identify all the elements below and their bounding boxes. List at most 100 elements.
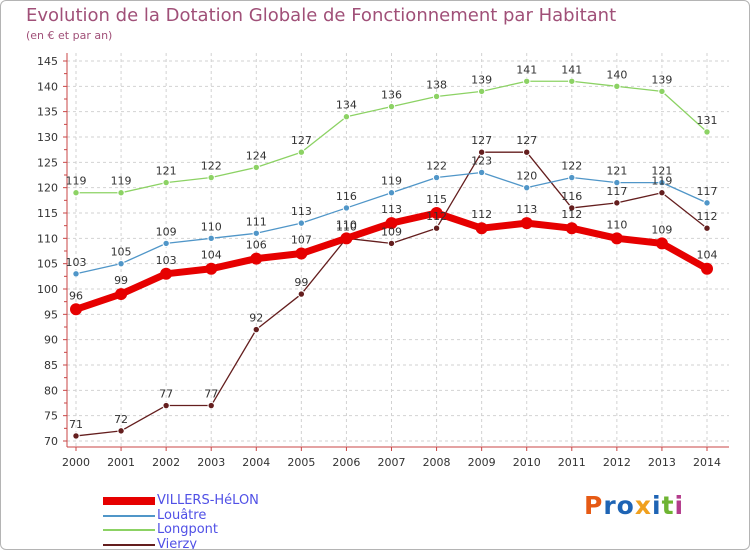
data-label-longpont: 124 — [246, 149, 267, 162]
data-point-villers-h-lon — [250, 252, 263, 265]
data-label-vierzy: 109 — [381, 225, 402, 238]
data-label-vierzy: 127 — [471, 134, 492, 147]
data-label-villers-h-lon: 112 — [561, 208, 582, 221]
data-label-lou-tre: 121 — [651, 165, 672, 178]
data-point-villers-h-lon — [160, 267, 173, 280]
data-label-vierzy: 77 — [159, 388, 173, 401]
data-point-vierzy — [568, 204, 576, 212]
data-label-longpont: 141 — [561, 63, 582, 76]
data-point-vierzy — [613, 199, 621, 207]
data-label-villers-h-lon: 109 — [651, 223, 672, 236]
data-label-vierzy: 110 — [336, 220, 357, 233]
x-tick-label: 2013 — [648, 456, 676, 469]
x-tick-label: 2002 — [152, 456, 180, 469]
data-point-longpont — [613, 82, 621, 91]
y-tick-label: 105 — [37, 258, 58, 271]
x-tick-label: 2008 — [423, 456, 451, 469]
data-point-villers-h-lon — [70, 303, 82, 316]
x-tick-label: 2003 — [197, 456, 225, 469]
data-label-villers-h-lon: 106 — [246, 239, 267, 252]
data-point-longpont — [568, 77, 576, 85]
data-label-vierzy: 99 — [294, 276, 308, 289]
y-tick-label: 110 — [37, 232, 58, 245]
data-label-longpont: 119 — [111, 175, 132, 188]
x-tick-label: 2004 — [242, 456, 270, 469]
data-point-villers-h-lon — [430, 207, 443, 219]
x-tick-label: 2011 — [558, 456, 586, 469]
data-point-lou-tre — [252, 229, 260, 237]
data-label-villers-h-lon: 99 — [114, 274, 128, 287]
data-label-vierzy: 119 — [651, 175, 672, 188]
data-label-lou-tre: 122 — [561, 160, 582, 173]
data-label-villers-h-lon: 113 — [516, 203, 537, 216]
data-point-villers-h-lon — [340, 232, 353, 245]
data-label-longpont: 121 — [156, 165, 177, 178]
data-point-longpont — [207, 173, 215, 182]
data-label-vierzy: 71 — [69, 418, 83, 431]
legend-swatch — [103, 529, 155, 531]
data-point-lou-tre — [162, 239, 170, 248]
chart-subtitle: (en € et par an) — [26, 29, 113, 42]
data-point-longpont — [523, 77, 531, 85]
data-point-lou-tre — [613, 178, 621, 187]
data-label-lou-tre: 116 — [336, 190, 357, 203]
data-label-lou-tre: 111 — [246, 215, 267, 228]
data-label-vierzy: 117 — [606, 185, 627, 198]
data-point-vierzy — [523, 148, 531, 156]
data-point-lou-tre — [342, 204, 351, 212]
logo-letter: i — [674, 491, 685, 520]
data-label-vierzy: 127 — [516, 134, 537, 147]
data-point-villers-h-lon — [701, 262, 713, 275]
y-tick-label: 130 — [37, 131, 58, 144]
data-label-lou-tre: 121 — [606, 165, 627, 178]
data-point-lou-tre — [297, 219, 306, 227]
proxiti-logo: Proxiti — [584, 491, 684, 520]
data-label-villers-h-lon: 115 — [426, 193, 447, 206]
legend-label: Longpont — [157, 522, 219, 537]
y-tick-label: 125 — [37, 156, 58, 169]
data-label-lou-tre: 113 — [291, 205, 312, 218]
data-point-vierzy — [72, 432, 80, 440]
data-point-villers-h-lon — [655, 237, 668, 250]
y-tick-label: 95 — [44, 308, 58, 321]
data-label-villers-h-lon: 112 — [471, 208, 492, 221]
data-point-vierzy — [117, 427, 125, 435]
data-point-vierzy — [387, 239, 396, 248]
x-tick-label: 2005 — [287, 456, 315, 469]
data-point-longpont — [162, 178, 170, 187]
data-point-lou-tre — [523, 183, 531, 192]
logo-letter: o — [616, 491, 635, 520]
data-label-lou-tre: 122 — [426, 160, 447, 173]
x-tick-label: 2010 — [513, 456, 541, 469]
data-label-vierzy: 77 — [204, 388, 218, 401]
data-point-longpont — [432, 92, 441, 101]
axes: 70 75 80 85 90 95 100 105 110 115 120 125 130 135 140 1… — [37, 53, 729, 469]
data-point-villers-h-lon — [385, 217, 398, 230]
data-point-longpont — [297, 148, 306, 156]
x-tick-label: 2006 — [332, 456, 360, 469]
data-point-vierzy — [162, 401, 170, 410]
data-label-villers-h-lon: 110 — [336, 218, 357, 231]
y-tick-label: 100 — [37, 283, 58, 296]
x-tick-label: 2001 — [107, 456, 135, 469]
data-point-longpont — [117, 189, 125, 197]
data-point-villers-h-lon — [295, 247, 308, 260]
data-point-longpont — [703, 128, 711, 136]
logo-letter: t — [661, 491, 675, 520]
data-label-villers-h-lon: 104 — [697, 249, 718, 262]
y-tick-label: 135 — [37, 106, 58, 119]
grid-lines — [67, 53, 729, 447]
series-layer — [70, 77, 713, 440]
y-tick-label: 115 — [37, 207, 58, 220]
legend-label: Vierzy — [157, 536, 198, 550]
data-label-lou-tre: 119 — [381, 175, 402, 188]
y-tick-label: 120 — [37, 182, 58, 195]
data-point-longpont — [477, 87, 486, 96]
data-label-vierzy: 112 — [697, 210, 718, 223]
data-point-longpont — [342, 113, 351, 121]
x-tick-label: 2012 — [603, 456, 631, 469]
data-label-villers-h-lon: 103 — [156, 254, 177, 267]
x-tick-label: 2000 — [62, 456, 90, 469]
